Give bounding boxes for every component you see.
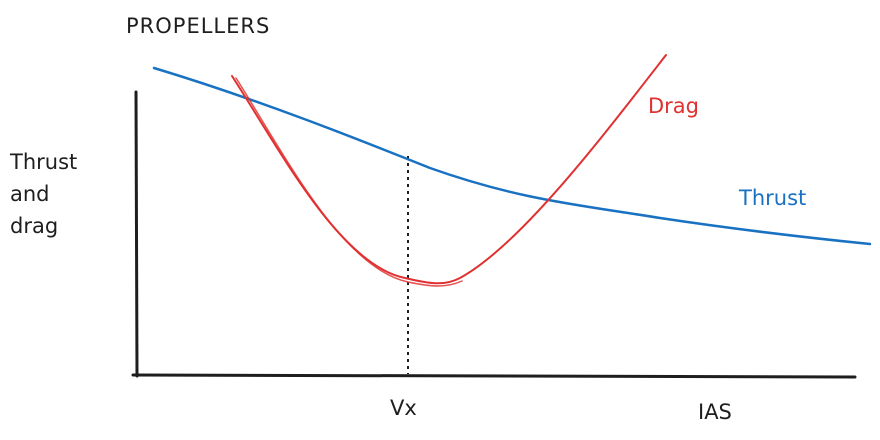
thrust-series-label: Thrust — [739, 186, 807, 210]
y-axis-label-line-1: Thrust — [10, 150, 78, 174]
drag-curve-sketch — [235, 77, 463, 287]
vx-label: Vx — [390, 396, 417, 420]
x-axis — [131, 373, 857, 379]
diagram-title: PROPELLERS — [126, 14, 271, 38]
y-axis-label: Thrust and drag — [10, 146, 77, 242]
y-axis-label-line-2: and — [10, 182, 50, 206]
y-axis — [134, 90, 139, 378]
x-axis-label: IAS — [698, 400, 732, 424]
y-axis-label-line-3: drag — [10, 214, 59, 238]
drag-curve — [231, 54, 667, 285]
drag-series-label: Drag — [648, 94, 700, 118]
thrust-curve — [152, 66, 872, 246]
